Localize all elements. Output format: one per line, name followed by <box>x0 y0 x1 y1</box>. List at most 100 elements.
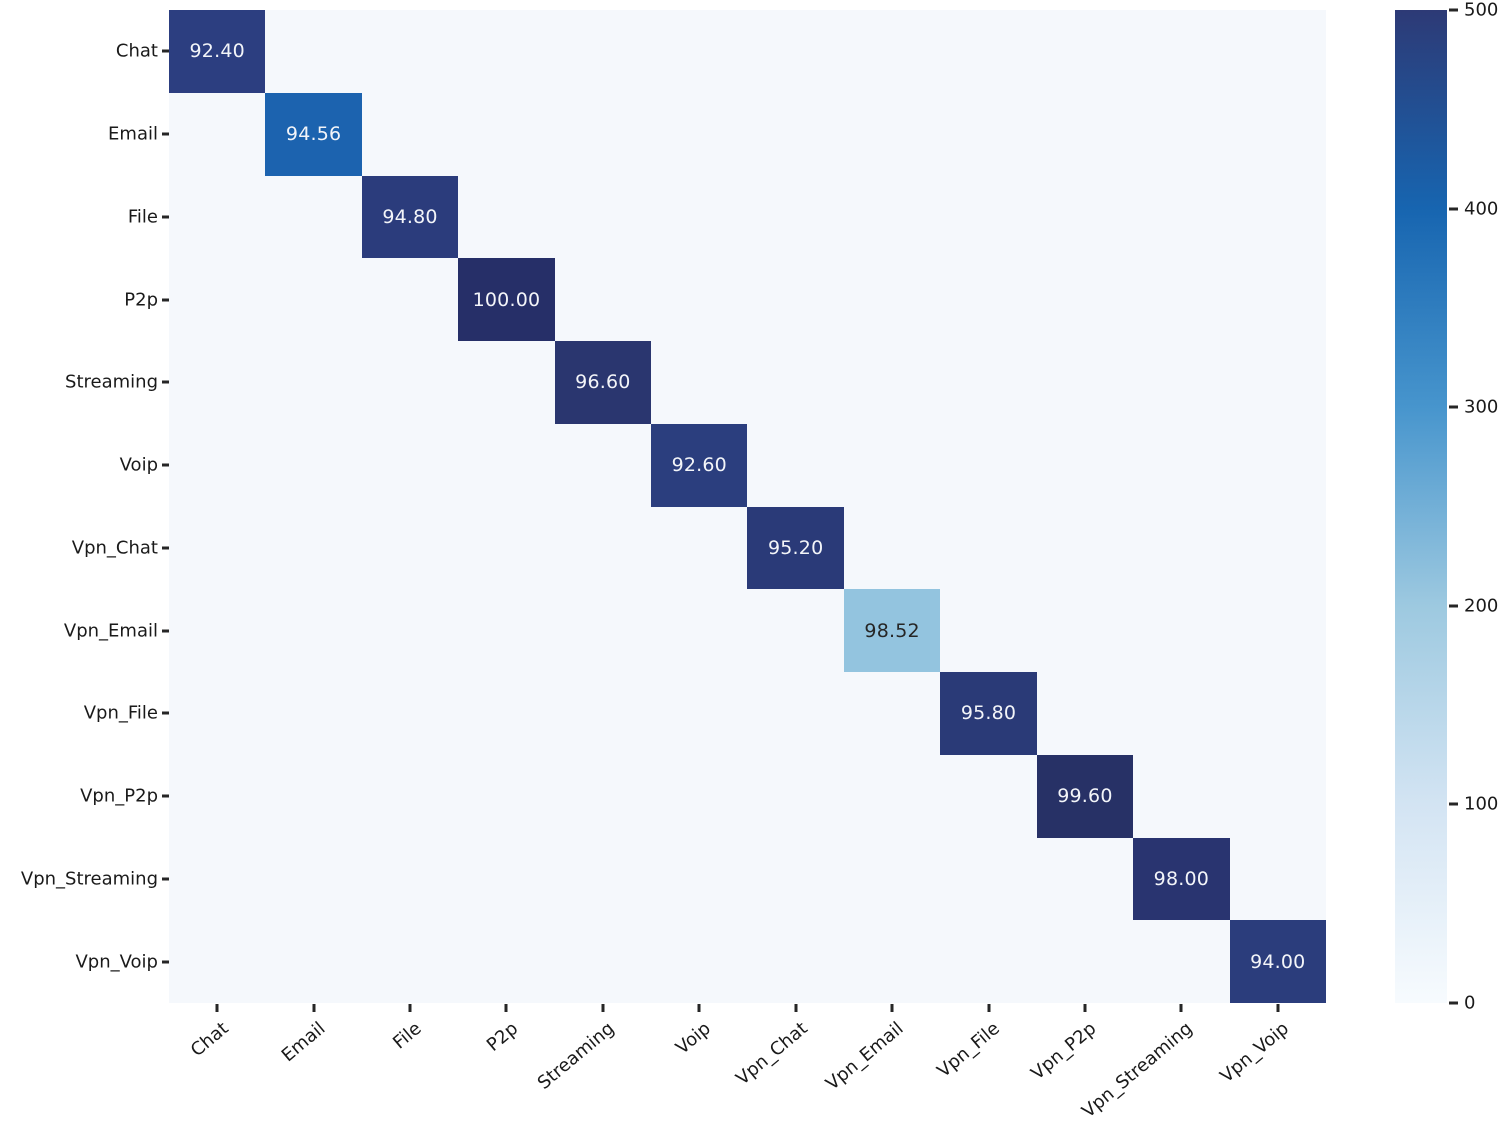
heatmap-cell <box>1229 754 1326 838</box>
col-label-vpn_email: Vpn_Email <box>822 1018 908 1095</box>
heatmap-cell <box>1229 589 1326 672</box>
heatmap-cell <box>169 754 266 838</box>
colorbar-tick <box>1449 802 1458 806</box>
x-tick <box>408 1004 412 1012</box>
heatmap-cell <box>1036 341 1134 424</box>
col-label-vpn_file: Vpn_File <box>933 1018 1005 1082</box>
diagonal-cell-vpn_voip: 94.00 <box>1229 920 1326 1003</box>
heatmap-cell <box>458 837 555 921</box>
heatmap-cell <box>1036 258 1134 341</box>
heatmap-cell <box>747 341 844 424</box>
heatmap-cell <box>458 175 555 259</box>
colorbar-tick <box>1449 207 1458 211</box>
heatmap-cell <box>1036 837 1134 921</box>
heatmap-cell <box>361 920 459 1003</box>
heatmap-cell <box>554 589 652 672</box>
heatmap-cell <box>651 754 748 838</box>
heatmap-cell <box>940 920 1037 1003</box>
heatmap-cell <box>843 423 941 507</box>
heatmap-cell <box>843 837 941 921</box>
heatmap-cell <box>1133 920 1230 1003</box>
heatmap-cell <box>940 341 1037 424</box>
heatmap-cell <box>458 506 555 590</box>
heatmap-cell <box>458 672 555 755</box>
diagonal-cell-p2p: 100.00 <box>458 258 555 341</box>
row-label-streaming: Streaming <box>65 371 158 393</box>
heatmap-cell <box>265 175 362 259</box>
heatmap-cell <box>458 423 555 507</box>
row-label-email: Email <box>108 123 158 145</box>
y-tick <box>162 877 169 881</box>
heatmap-cell <box>458 589 555 672</box>
heatmap-cell <box>843 672 941 755</box>
heatmap-cell <box>361 754 459 838</box>
col-label-chat: Chat <box>186 1018 233 1062</box>
heatmap-cell <box>554 423 652 507</box>
row-label-p2p: P2p <box>124 289 158 311</box>
heatmap-cell <box>554 837 652 921</box>
heatmap-cell <box>1229 672 1326 755</box>
col-label-email: Email <box>277 1018 330 1067</box>
heatmap-cell <box>169 506 266 590</box>
heatmap-cell <box>651 341 748 424</box>
colorbar-tick <box>1449 604 1458 608</box>
heatmap-cell <box>1229 258 1326 341</box>
heatmap-cell <box>1133 258 1230 341</box>
cell-annotation: 98.52 <box>864 619 920 642</box>
heatmap-cell <box>169 341 266 424</box>
diagonal-cell-vpn_streaming: 98.00 <box>1133 837 1230 921</box>
colorbar-tick <box>1449 405 1458 409</box>
heatmap-cell <box>361 258 459 341</box>
row-label-vpn_email: Vpn_Email <box>63 620 158 642</box>
heatmap-cell <box>554 672 652 755</box>
heatmap-cell <box>843 506 941 590</box>
heatmap-cell <box>747 175 844 259</box>
heatmap-cell <box>940 589 1037 672</box>
y-tick <box>162 960 169 964</box>
heatmap-cell <box>1036 920 1134 1003</box>
row-label-vpn_voip: Vpn_Voip <box>75 951 158 973</box>
heatmap-cell <box>843 258 941 341</box>
cell-annotation: 99.60 <box>1057 785 1113 808</box>
heatmap-cell <box>843 920 941 1003</box>
heatmap-cell <box>747 92 844 176</box>
heatmap-cell <box>265 258 362 341</box>
y-tick <box>162 215 169 219</box>
x-tick <box>1276 1004 1280 1012</box>
col-label-streaming: Streaming <box>533 1018 619 1094</box>
x-tick <box>312 1004 316 1012</box>
heatmap-cell <box>1229 837 1326 921</box>
heatmap-cell <box>361 506 459 590</box>
heatmap-cell <box>747 10 844 93</box>
heatmap-cell <box>458 754 555 838</box>
heatmap-cell <box>1133 589 1230 672</box>
cell-annotation: 95.80 <box>960 702 1017 725</box>
heatmap-cell <box>361 672 459 755</box>
heatmap-cell <box>169 920 266 1003</box>
col-label-vpn_p2p: Vpn_P2p <box>1027 1018 1101 1085</box>
heatmap-cell <box>169 589 266 672</box>
heatmap-cell <box>265 10 362 93</box>
heatmap-cell <box>265 920 362 1003</box>
x-tick <box>601 1004 605 1012</box>
y-tick <box>162 463 169 467</box>
heatmap-cell <box>940 175 1037 259</box>
heatmap-cell <box>1133 341 1230 424</box>
x-tick <box>794 1004 798 1012</box>
heatmap-cell <box>843 341 941 424</box>
heatmap-cell <box>265 837 362 921</box>
diagonal-cell-vpn_p2p: 99.60 <box>1036 754 1134 838</box>
heatmap-cell <box>265 423 362 507</box>
cell-annotation: 92.40 <box>189 40 245 63</box>
heatmap-cell <box>747 837 844 921</box>
diagonal-cell-chat: 92.40 <box>169 10 266 93</box>
heatmap-cell <box>940 423 1037 507</box>
heatmap-cell <box>940 837 1037 921</box>
heatmap-cell <box>940 506 1037 590</box>
heatmap-cell <box>1036 672 1134 755</box>
y-tick <box>162 629 169 633</box>
heatmap-cell <box>1229 10 1326 93</box>
x-tick <box>504 1004 508 1012</box>
heatmap-cell <box>651 10 748 93</box>
x-tick <box>987 1004 991 1012</box>
